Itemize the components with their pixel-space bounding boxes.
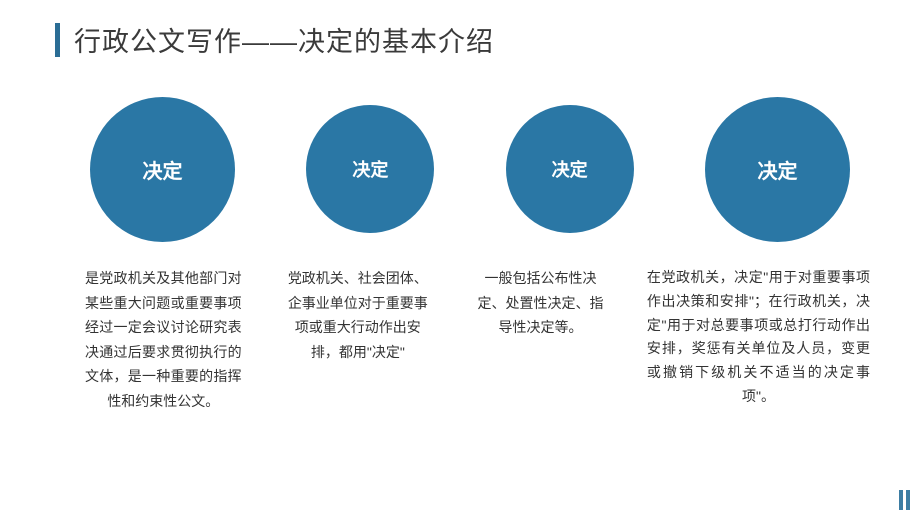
description-1: 党政机关、社会团体、企事业单位对于重要事项或重大行动作出安排，都用"决定" (287, 266, 429, 413)
description-3: 在党政机关，决定"用于对重要事项作出决策和安排"；在行政机关，决定"用于对总要事… (647, 266, 870, 413)
corner-bar-2 (906, 490, 910, 510)
title-accent-bar (55, 23, 60, 57)
page-title: 行政公文写作——决定的基本介绍 (74, 20, 494, 59)
circle-label: 决定 (352, 156, 388, 182)
circles-row: 决定 决定 决定 决定 (0, 59, 920, 242)
corner-bar-1 (899, 490, 903, 510)
circle-label: 决定 (552, 156, 588, 182)
circle-label: 决定 (143, 155, 183, 184)
circle-item-3: 决定 (705, 97, 850, 242)
circle-label: 决定 (757, 155, 797, 184)
circle-item-0: 决定 (90, 97, 235, 242)
corner-accent (899, 490, 910, 510)
description-2: 一般包括公布性决定、处置性决定、指导性决定等。 (474, 266, 607, 413)
title-bar: 行政公文写作——决定的基本介绍 (0, 0, 920, 59)
descriptions-row: 是党政机关及其他部门对某些重大问题或重要事项经过一定会议讨论研究表决通过后要求贯… (0, 242, 920, 413)
circle-item-2: 决定 (506, 105, 634, 233)
description-0: 是党政机关及其他部门对某些重大问题或重要事项经过一定会议讨论研究表决通过后要求贯… (85, 266, 242, 413)
circle-item-1: 决定 (306, 105, 434, 233)
